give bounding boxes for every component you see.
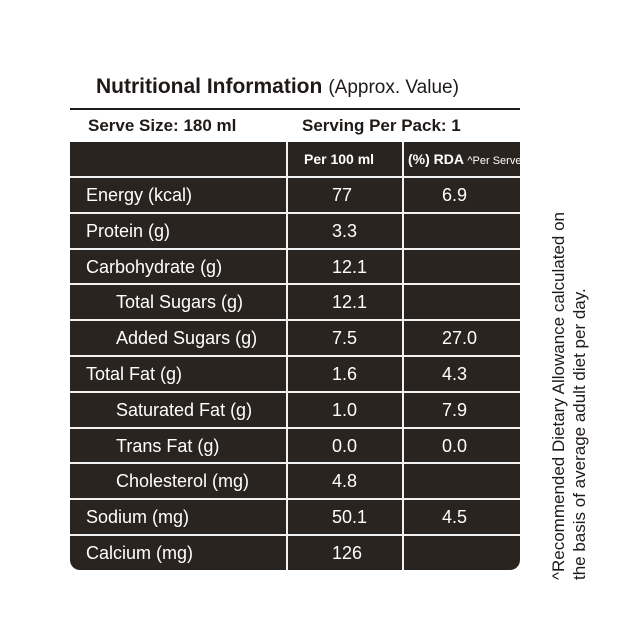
header-rda-suffix: ^Per Serve xyxy=(467,155,520,167)
nutrient-name: Protein (g) xyxy=(86,220,171,241)
row-divider xyxy=(70,498,520,501)
nutrient-name: Total Fat (g) xyxy=(86,364,183,384)
serving-info: Serve Size: 180 ml Serving Per Pack: 1 xyxy=(70,110,520,142)
row-divider xyxy=(70,283,520,286)
panel-title: Nutritional Information (Approx. Value) xyxy=(96,70,516,104)
row-divider xyxy=(70,426,520,429)
table-row: Sodium (mg) 50.1 4.5 xyxy=(70,500,520,534)
value-rda: 27.0 xyxy=(442,328,478,349)
row-divider xyxy=(70,319,520,322)
value-rda: 4.5 xyxy=(442,507,468,528)
table-row: Saturated Fat (g) 1.0 7.9 xyxy=(70,393,520,427)
value-rda: 4.3 xyxy=(442,364,468,384)
title-main: Nutritional Information xyxy=(96,75,323,98)
nutrient-name: Sodium (mg) xyxy=(86,507,190,528)
footnote-line-2: the basis of average adult diet per day. xyxy=(570,288,589,580)
table-row: Protein (g) 3.3 xyxy=(70,214,520,248)
table-row: Energy (kcal) 77 6.9 xyxy=(70,178,520,212)
value-per-100ml: 126 xyxy=(332,543,363,563)
title-sub: (Approx. Value) xyxy=(328,77,459,98)
table-row: Calcium (mg) 126 xyxy=(70,536,520,570)
table-row: Total Fat (g) 1.6 4.3 xyxy=(70,357,520,391)
value-rda: 6.9 xyxy=(442,185,468,205)
table-row: Trans Fat (g) 0.0 0.0 xyxy=(70,429,520,463)
row-divider xyxy=(70,534,520,536)
value-rda: 0.0 xyxy=(442,435,468,456)
table-row: Total Sugars (g) 12.1 xyxy=(70,285,520,319)
title-rule xyxy=(70,108,520,110)
value-per-100ml: 0.0 xyxy=(332,435,358,456)
nutrient-name: Energy (kcal) xyxy=(86,185,193,205)
value-per-100ml: 12.1 xyxy=(332,292,368,313)
table-row: Cholesterol (mg) 4.8 xyxy=(70,464,520,498)
nutrition-table: Per 100 ml (%) RDA ^Per Serve Energy (kc… xyxy=(70,142,520,570)
nutrient-name: Cholesterol (mg) xyxy=(116,471,250,492)
nutrient-name: Carbohydrate (g) xyxy=(86,256,223,277)
table-row: Added Sugars (g) 7.5 27.0 xyxy=(70,321,520,355)
value-per-100ml: 1.0 xyxy=(332,399,358,420)
nutrient-name: Calcium (mg) xyxy=(86,543,194,563)
header-per-100ml: Per 100 ml xyxy=(304,151,375,167)
nutrient-name: Saturated Fat (g) xyxy=(116,399,253,420)
row-divider xyxy=(70,176,520,178)
row-divider xyxy=(70,211,520,214)
nutrient-name: Added Sugars (g) xyxy=(116,328,258,349)
value-per-100ml: 50.1 xyxy=(332,507,368,528)
row-divider xyxy=(70,247,520,250)
header-rda-label: (%) RDA xyxy=(408,151,464,167)
table-header-row: Per 100 ml (%) RDA ^Per Serve xyxy=(70,142,520,176)
row-divider xyxy=(70,390,520,393)
nutrient-name: Total Sugars (g) xyxy=(116,292,244,313)
value-rda: 7.9 xyxy=(442,399,468,420)
value-per-100ml: 3.3 xyxy=(332,220,358,241)
nutrient-name: Trans Fat (g) xyxy=(116,435,220,456)
value-per-100ml: 4.8 xyxy=(332,471,358,492)
servings-per-pack: Serving Per Pack: 1 xyxy=(302,116,461,135)
value-per-100ml: 77 xyxy=(332,185,353,205)
value-per-100ml: 12.1 xyxy=(332,256,368,277)
row-divider xyxy=(70,462,520,465)
rda-footnote: ^Recommended Dietary Allowance calculate… xyxy=(548,60,590,580)
row-divider xyxy=(70,355,520,357)
footnote-line-1: ^Recommended Dietary Allowance calculate… xyxy=(549,211,568,580)
header-rda: (%) RDA ^Per Serve xyxy=(408,142,520,178)
serve-size: Serve Size: 180 ml xyxy=(88,116,237,135)
value-per-100ml: 1.6 xyxy=(332,364,358,384)
value-per-100ml: 7.5 xyxy=(332,328,358,349)
table-row: Carbohydrate (g) 12.1 xyxy=(70,250,520,284)
